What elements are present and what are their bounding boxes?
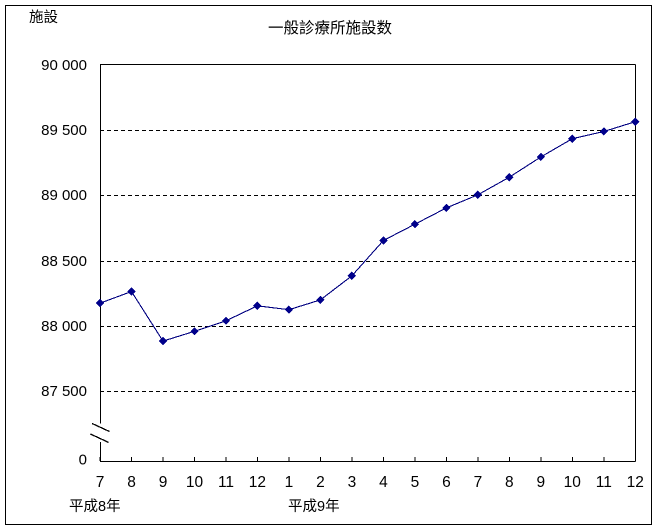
svg-text:2: 2	[316, 474, 325, 491]
svg-text:90 000: 90 000	[41, 57, 87, 74]
svg-text:0: 0	[79, 452, 87, 469]
svg-text:7: 7	[96, 474, 105, 491]
svg-text:88 500: 88 500	[41, 253, 87, 270]
svg-text:89 500: 89 500	[41, 122, 87, 139]
svg-text:10: 10	[564, 474, 582, 491]
svg-text:9: 9	[159, 474, 168, 491]
svg-text:9: 9	[536, 474, 545, 491]
svg-text:12: 12	[627, 474, 644, 491]
svg-text:88 000: 88 000	[41, 318, 87, 335]
svg-text:87 500: 87 500	[41, 383, 87, 400]
svg-text:8: 8	[127, 474, 136, 491]
svg-text:平成9年: 平成9年	[288, 498, 340, 515]
svg-text:7: 7	[474, 474, 483, 491]
svg-text:89 000: 89 000	[41, 187, 87, 204]
svg-text:11: 11	[596, 474, 612, 491]
svg-text:12: 12	[249, 474, 266, 491]
svg-text:6: 6	[442, 474, 451, 491]
svg-text:4: 4	[379, 474, 388, 491]
svg-text:10: 10	[186, 474, 204, 491]
svg-text:1: 1	[285, 474, 294, 491]
svg-text:8: 8	[505, 474, 514, 491]
svg-text:一般診療所施設数: 一般診療所施設数	[268, 19, 393, 37]
svg-text:平成8年: 平成8年	[69, 498, 121, 515]
svg-text:11: 11	[218, 474, 234, 491]
svg-text:施設: 施設	[29, 9, 58, 26]
svg-text:3: 3	[348, 474, 357, 491]
svg-text:5: 5	[411, 474, 420, 491]
